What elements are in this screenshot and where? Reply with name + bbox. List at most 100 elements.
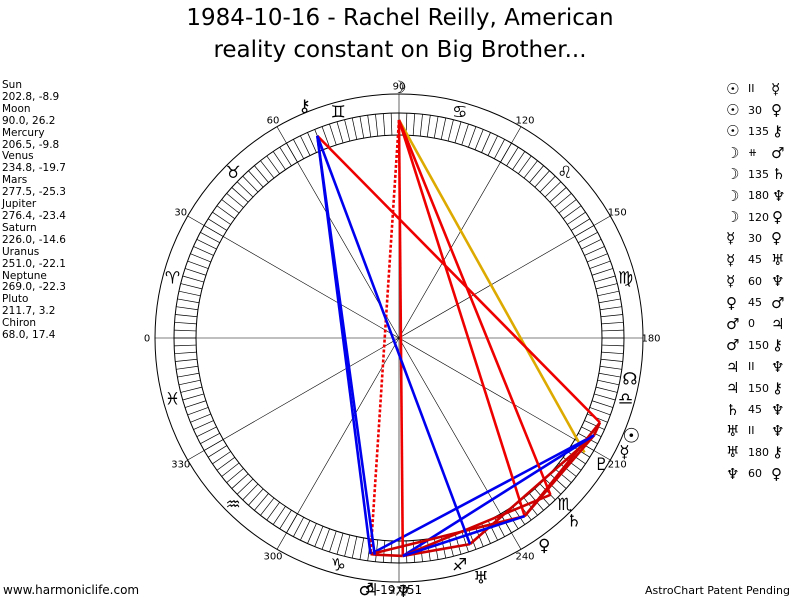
degree-tick (597, 379, 620, 386)
degree-tick (419, 114, 423, 137)
sign-divider (187, 215, 611, 461)
degree-tick (314, 526, 324, 547)
uranus-icon: ♅ (473, 568, 488, 588)
degree-tick (539, 483, 556, 501)
degree-tick (375, 114, 379, 137)
degree-tick (279, 147, 292, 167)
degree-tick (184, 268, 207, 276)
degree-tick (599, 306, 622, 311)
degree-tick (447, 534, 454, 557)
aspect-planet2: ♂ (771, 293, 785, 312)
aspect-row: ☿ 30 ♀ (726, 228, 800, 249)
aspect-row: ♂ 150 ⚷ (726, 335, 800, 356)
aries-icon: ♈ (165, 268, 180, 288)
aspect-row: ♅ II ♆ (726, 420, 800, 441)
degree-tick (200, 232, 220, 244)
aspect-planet1: ☽ (726, 208, 740, 227)
degree-tick (567, 211, 586, 225)
website-link[interactable]: www.harmoniclife.com (3, 583, 140, 597)
aspect-angle: 0 (748, 317, 755, 331)
aspect-line (397, 119, 586, 454)
aspect-planet2: ♆ (772, 186, 786, 205)
libra-icon: ♎ (618, 390, 633, 410)
degree-tick (591, 400, 614, 408)
virgo-icon: ♍ (618, 268, 633, 288)
sun-icon: ☉ (622, 424, 640, 448)
patent-notice: AstroChart Patent Pending (644, 584, 790, 597)
planet-name-mercury: Mercury (2, 126, 45, 139)
degree-tick (597, 290, 620, 297)
degree-tick (589, 260, 611, 269)
planet-name-venus: Venus (2, 150, 34, 163)
degree-tick (344, 119, 351, 142)
degree-tick (200, 432, 220, 444)
planet-position-mercury: 206.5, -9.8 (2, 138, 60, 151)
degree-tick (493, 139, 505, 159)
degree-label: 0 (144, 334, 150, 345)
degree-tick (176, 365, 199, 370)
degree-tick (359, 537, 365, 560)
degree-tick (601, 321, 624, 325)
scorpio-icon: ♏ (557, 495, 572, 515)
aspect-row: ☿ 60 ♆ (726, 271, 800, 292)
degree-tick (351, 117, 358, 140)
degree-tick (182, 275, 204, 283)
aspect-angle: 135 (748, 167, 769, 181)
planet-name-pluto: Pluto (2, 293, 29, 306)
planet-position-neptune: 269.0, -22.3 (2, 281, 66, 294)
degree-tick (329, 530, 337, 553)
degree-tick (598, 372, 621, 378)
aspect-planet1: ☽ (726, 186, 740, 205)
degree-tick (321, 528, 330, 550)
aspect-angle: 180 (748, 445, 769, 459)
degree-tick (336, 533, 344, 555)
aspect-line (402, 493, 551, 558)
aspect-row: ♄ 45 ♆ (726, 399, 800, 420)
degree-tick (196, 239, 217, 250)
degree-tick (589, 407, 611, 416)
aspect-line (397, 119, 526, 517)
aspect-planet1: ☿ (726, 250, 736, 269)
degree-tick (184, 400, 207, 408)
aspect-planet1: ☿ (726, 272, 736, 291)
degree-tick (454, 121, 462, 143)
degree-tick (177, 372, 200, 378)
degree-tick (279, 509, 292, 529)
aspect-angle: 120 (748, 210, 769, 224)
aspect-angle: 150 (748, 381, 769, 395)
aspect-row: ☽ 135 ♄ (726, 164, 800, 185)
planet-name-moon: Moon (2, 102, 31, 115)
aspect-planet2: ♀ (771, 229, 782, 248)
degree-tick (254, 165, 269, 183)
degree-tick (600, 314, 623, 318)
degree-tick (242, 175, 259, 193)
degree-label: 240 (515, 552, 534, 563)
degree-tick (539, 175, 556, 193)
mercury-icon: ☿ (619, 442, 629, 462)
degree-tick (554, 193, 572, 208)
degree-tick (212, 211, 231, 225)
degree-tick (594, 275, 616, 283)
capricorn-icon: ♑ (331, 556, 346, 576)
degree-tick (581, 239, 602, 250)
degree-tick (481, 132, 491, 153)
degree-tick (196, 426, 217, 437)
degree-tick (226, 468, 244, 483)
gemini-icon: ♊ (331, 102, 346, 122)
aspect-angle: ⧺ (748, 146, 758, 160)
aspect-planet1: ♆ (726, 464, 740, 483)
degree-tick (336, 121, 344, 143)
aspect-planet1: ☉ (726, 79, 740, 98)
degree-tick (468, 126, 477, 148)
planet-position-sun: 202.8, -8.9 (2, 90, 60, 103)
degree-tick (390, 540, 393, 563)
planet-name-chiron: Chiron (2, 317, 37, 330)
aspect-row: ☽ 120 ♀ (726, 206, 800, 227)
degree-tick (216, 457, 235, 471)
degree-tick (248, 170, 264, 188)
aspect-planet2: ♆ (771, 421, 785, 440)
degree-label: 180 (641, 334, 660, 345)
aspect-angle: 60 (748, 467, 762, 481)
degree-tick (578, 232, 598, 244)
